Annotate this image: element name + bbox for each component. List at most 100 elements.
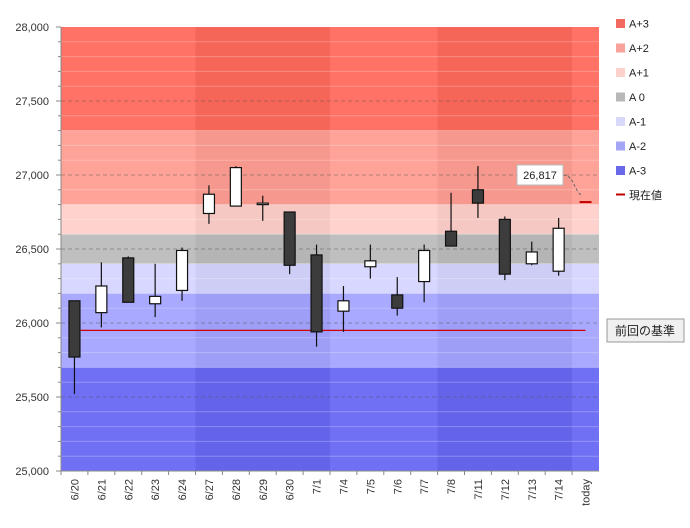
candle [283, 211, 296, 275]
candle [364, 244, 377, 279]
legend-label: 現在値 [629, 189, 662, 202]
x-tick-label: 6/20 [69, 479, 81, 500]
candle-body-up [229, 167, 242, 207]
legend-item: A+3 [616, 19, 649, 31]
candle-body-up [552, 227, 565, 272]
candle [256, 195, 269, 221]
week-shade [572, 27, 599, 471]
candle-body-down [283, 211, 296, 266]
candle-body-down [391, 294, 404, 309]
reference-line-label: 前回の基準 [615, 323, 675, 338]
y-axis: 25,000 25,500 26,000 26,500 27,000 27,500 28,0… [15, 22, 62, 478]
candle-body-up [202, 193, 216, 215]
y-tick-label: 26,500 [15, 244, 49, 256]
x-tick-label: 6/29 [258, 479, 270, 500]
week-shade [61, 27, 196, 471]
legend-item: A-3 [616, 166, 646, 178]
candle [229, 166, 242, 207]
candle-layer [68, 166, 565, 395]
candle [552, 217, 565, 276]
legend: A+3 A+2 A+1 A 0 A-1 A-2 A-3 現在値 [616, 19, 662, 202]
candle-body-down [122, 257, 135, 303]
x-tick-label: 7/13 [527, 479, 539, 500]
y-tick-label: 27,500 [15, 96, 49, 108]
candle [498, 216, 511, 281]
legend-swatch [616, 141, 625, 151]
candle [149, 263, 162, 318]
y-tick-label: 27,000 [15, 170, 49, 182]
candle-body-up [418, 249, 431, 283]
legend-item: A-2 [616, 141, 646, 153]
candle [68, 300, 81, 395]
legend-label: A+3 [629, 19, 649, 31]
legend-swatch [616, 92, 625, 102]
band-aplus2 [61, 130, 599, 205]
x-tick-label: 6/21 [96, 479, 108, 500]
current-value-callout-box [516, 164, 564, 186]
candle [310, 244, 323, 347]
x-tick-label: 7/5 [365, 479, 377, 494]
legend-swatch [616, 166, 625, 175]
x-tick-label: today [581, 479, 593, 506]
x-tick-label: 7/7 [419, 479, 431, 494]
legend-item: A 0 [616, 92, 645, 104]
x-tick-label: 6/22 [123, 479, 135, 500]
x-tick-label: 7/4 [338, 479, 350, 494]
x-tick-label: 7/6 [392, 479, 404, 494]
y-tick-label: 25,000 [15, 466, 49, 478]
legend-item: A+2 [616, 43, 649, 55]
x-tick-label: 7/8 [446, 479, 458, 494]
reference-line-label-box [606, 318, 685, 343]
x-tick-label: 7/12 [500, 479, 512, 500]
candle [525, 241, 538, 266]
current-value-label: 26,817 [523, 170, 557, 182]
x-tick-label: 6/24 [177, 479, 189, 500]
legend-label: A 0 [629, 92, 645, 104]
candle-body-up [256, 202, 269, 206]
legend-swatch [616, 117, 625, 126]
current-value-leader [562, 174, 583, 197]
y-tick-label: 28,000 [15, 22, 49, 34]
candle [337, 286, 350, 332]
y-tick-label: 26,000 [15, 318, 49, 330]
band-aplus3 [61, 27, 599, 131]
candle [95, 262, 108, 328]
candle [122, 256, 135, 303]
legend-item: 現在値 [616, 189, 662, 202]
candle [202, 185, 216, 224]
legend-label: A-2 [629, 141, 646, 153]
candle-body-down [471, 189, 485, 204]
current-value-group: 26,817 [516, 164, 592, 204]
legend-swatch [616, 43, 625, 53]
legend-item: A+1 [616, 68, 649, 80]
legend-label: A+1 [629, 68, 649, 80]
x-tick-label: 7/11 [473, 479, 485, 500]
legend-swatch [616, 68, 625, 77]
candle [175, 247, 189, 301]
candle-body-down [444, 230, 458, 247]
legend-label: A-1 [629, 117, 646, 129]
candle-body-up [175, 249, 189, 292]
candle-body-down [68, 300, 81, 358]
candle-body-up [149, 295, 162, 305]
candle [391, 277, 404, 316]
candle [444, 192, 458, 247]
candle-body-up [95, 285, 108, 314]
candle [471, 166, 485, 218]
candle-body-down [310, 254, 323, 333]
reference-line-group: 前回の基準 [69, 318, 685, 343]
x-tick-label: 7/1 [312, 479, 324, 494]
candle-body-down [498, 218, 511, 275]
candle [418, 244, 431, 303]
candle-body-up [364, 260, 377, 268]
x-tick-label: 6/30 [285, 479, 297, 500]
x-tick-label: 6/23 [150, 479, 162, 500]
legend-label: A+2 [629, 43, 649, 55]
legend-item: A-1 [616, 117, 646, 129]
x-tick-label: 6/27 [204, 479, 216, 500]
x-tick-label: 7/14 [554, 479, 566, 500]
legend-label: A-3 [629, 166, 646, 178]
candle-body-up [525, 251, 538, 265]
